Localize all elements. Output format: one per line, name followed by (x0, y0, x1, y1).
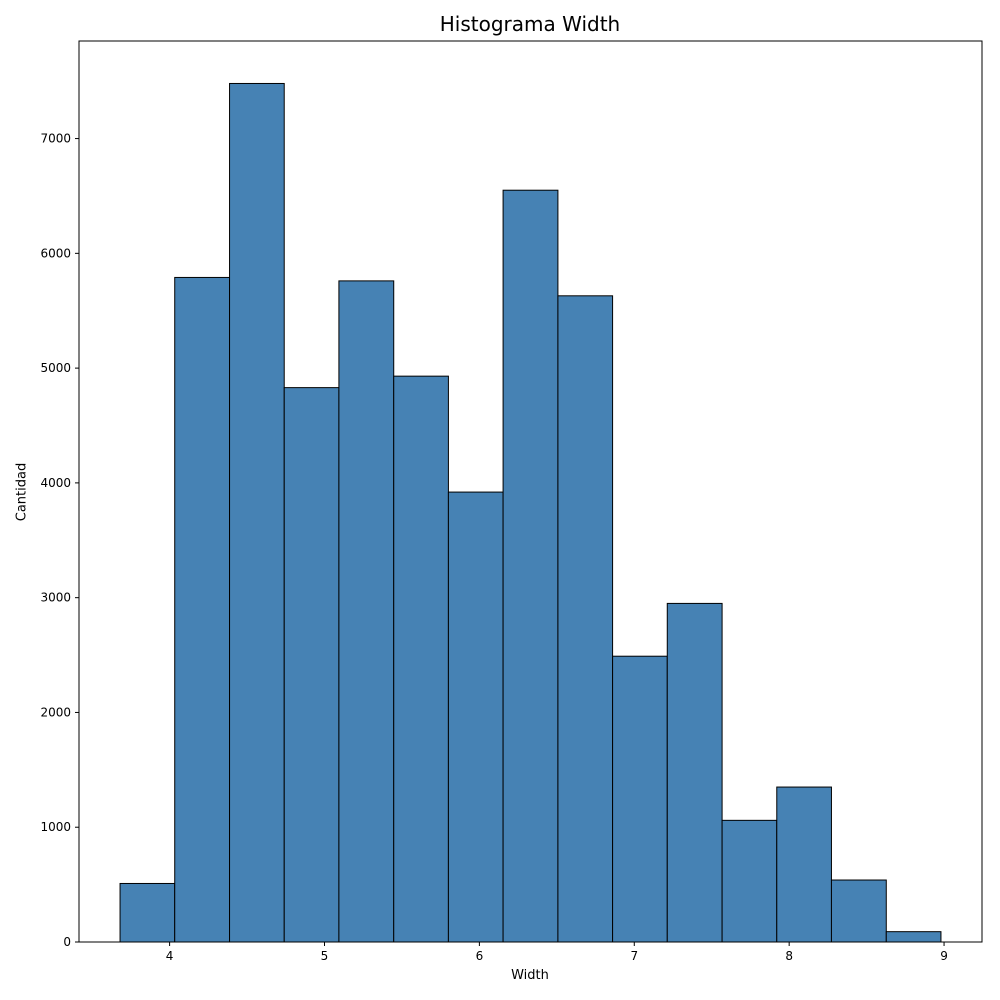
histogram-bar (447, 491, 504, 943)
x-tick-label: 7 (630, 949, 638, 963)
histogram-bar (119, 882, 176, 943)
histogram-bar (229, 82, 285, 943)
y-tick-label: 5000 (40, 361, 71, 375)
histogram-bar (721, 819, 778, 943)
x-tick-label: 5 (321, 949, 329, 963)
plot-frame (78, 40, 983, 943)
histogram-bar (393, 375, 449, 943)
histogram-bar (338, 280, 395, 943)
x-tick-label: 9 (940, 949, 948, 963)
y-tick-label: 7000 (40, 132, 71, 146)
x-tick-label: 4 (166, 949, 174, 963)
y-tick-label: 0 (63, 935, 71, 949)
x-tick-label: 6 (476, 949, 484, 963)
histogram-bar (666, 602, 723, 943)
x-tick-label: 8 (785, 949, 793, 963)
histogram-bar (283, 387, 340, 943)
histogram-bar (612, 655, 668, 943)
histogram-bar (776, 786, 832, 943)
y-tick-label: 4000 (40, 476, 71, 490)
histogram-bar (885, 931, 942, 943)
y-tick-label: 6000 (40, 246, 71, 260)
y-axis-label: Cantidad (14, 462, 30, 522)
x-axis-label: Width (511, 968, 549, 983)
y-tick-label: 2000 (40, 705, 71, 719)
histogram-bar (174, 276, 231, 943)
histogram-bar (502, 189, 559, 943)
y-tick-label: 3000 (40, 591, 71, 605)
chart-title: Histograma Width (439, 12, 621, 36)
histogram-bar (557, 295, 614, 943)
histogram-bar (830, 879, 887, 943)
y-tick-label: 1000 (40, 820, 71, 834)
